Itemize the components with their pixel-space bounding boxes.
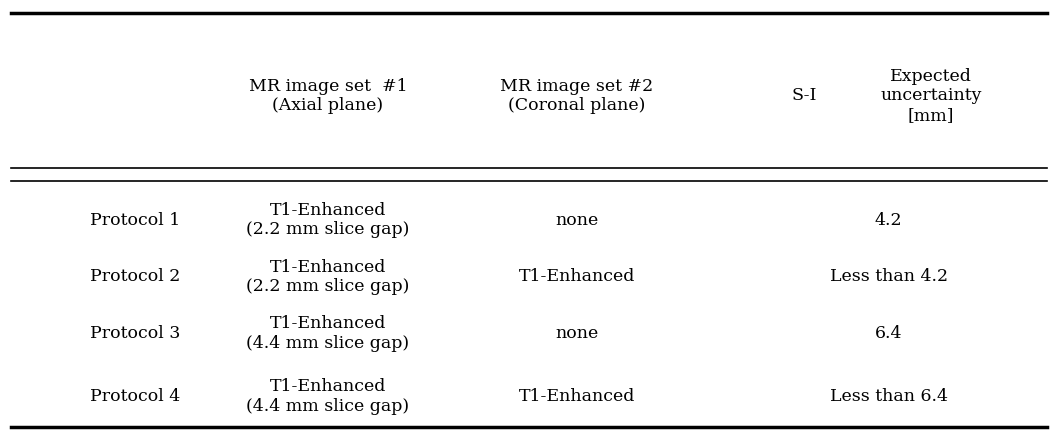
Text: Protocol 1: Protocol 1 <box>90 212 180 228</box>
Text: T1-Enhanced: T1-Enhanced <box>518 269 635 285</box>
Text: T1-Enhanced
(4.4 mm slice gap): T1-Enhanced (4.4 mm slice gap) <box>247 315 409 352</box>
Text: Protocol 3: Protocol 3 <box>90 325 180 342</box>
Text: none: none <box>555 325 598 342</box>
Text: 6.4: 6.4 <box>875 325 902 342</box>
Text: MR image set  #1
(Axial plane): MR image set #1 (Axial plane) <box>249 78 407 114</box>
Text: Protocol 2: Protocol 2 <box>90 269 180 285</box>
Text: Less than 6.4: Less than 6.4 <box>829 388 948 405</box>
Text: T1-Enhanced
(4.4 mm slice gap): T1-Enhanced (4.4 mm slice gap) <box>247 378 409 415</box>
Text: Expected
uncertainty
[mm]: Expected uncertainty [mm] <box>880 68 982 124</box>
Text: T1-Enhanced
(2.2 mm slice gap): T1-Enhanced (2.2 mm slice gap) <box>247 259 409 295</box>
Text: Less than 4.2: Less than 4.2 <box>829 269 948 285</box>
Text: Protocol 4: Protocol 4 <box>90 388 180 405</box>
Text: 4.2: 4.2 <box>875 212 902 228</box>
Text: none: none <box>555 212 598 228</box>
Text: MR image set #2
(Coronal plane): MR image set #2 (Coronal plane) <box>500 78 653 114</box>
Text: T1-Enhanced: T1-Enhanced <box>518 388 635 405</box>
Text: T1-Enhanced
(2.2 mm slice gap): T1-Enhanced (2.2 mm slice gap) <box>247 202 409 238</box>
Text: S-I: S-I <box>791 88 817 104</box>
